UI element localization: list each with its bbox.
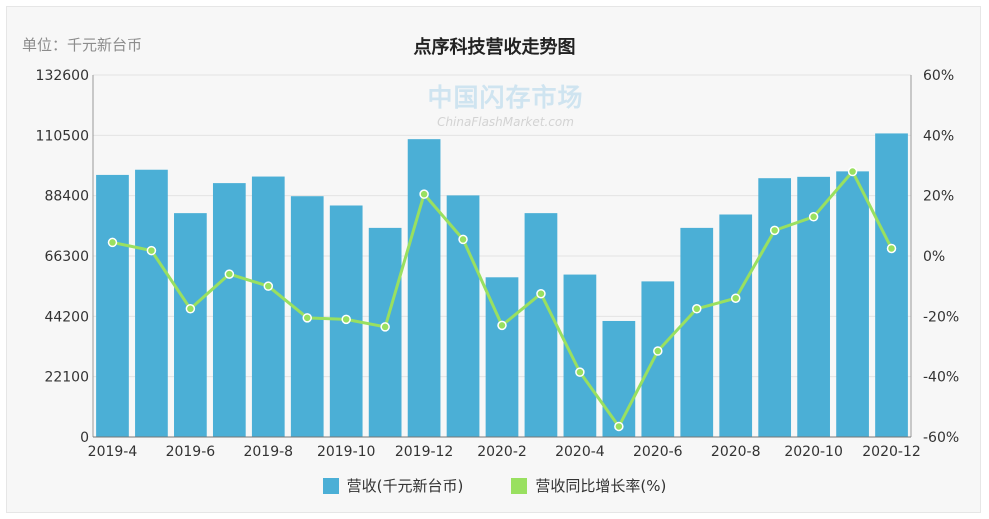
growth-point <box>341 314 351 325</box>
bar <box>875 133 908 438</box>
bar <box>836 171 869 437</box>
watermark-cn: 中国闪存市场 <box>427 83 584 112</box>
x-tick-label: 2020-8 <box>711 444 761 460</box>
growth-point <box>575 367 585 377</box>
legend: 营收(千元新台币) 营收同比增长率(%) <box>0 475 989 496</box>
x-tick-label: 2020-2 <box>477 444 527 460</box>
x-tick-label: 2019-6 <box>166 444 216 460</box>
growth-point <box>107 237 118 248</box>
bar <box>174 213 207 437</box>
bar <box>135 169 168 438</box>
y-right-tick-label: 40% <box>923 128 954 144</box>
x-tick-label: 2020-12 <box>862 444 921 460</box>
y-left-tick-label: 132600 <box>36 68 89 84</box>
y-right-tick-label: -60% <box>923 430 959 446</box>
bar <box>563 274 597 437</box>
x-tick-label: 2020-4 <box>555 444 605 460</box>
growth-point <box>692 304 702 314</box>
x-tick-label: 2020-6 <box>633 444 683 460</box>
legend-item-revenue[interactable]: 营收(千元新台币) <box>322 475 464 496</box>
growth-point <box>886 243 897 254</box>
bar <box>758 178 792 437</box>
y-right-tick-label: -20% <box>923 309 959 325</box>
x-tick-label: 2019-10 <box>317 444 376 460</box>
bar <box>407 139 441 438</box>
growth-point <box>146 245 157 256</box>
growth-point <box>302 313 312 323</box>
watermark-logo: 中国闪存市场 ChinaFlashMarket.com <box>413 78 598 129</box>
legend-label-growth: 营收同比增长率(%) <box>535 477 667 495</box>
y-left-tick-label: 66300 <box>44 249 89 265</box>
growth-point <box>497 320 507 331</box>
bar <box>446 195 480 437</box>
bar <box>212 183 246 437</box>
unit-label: 单位：千元新台币 <box>22 36 143 54</box>
chart-title: 点序科技营收走势图 <box>413 37 576 58</box>
y-left-tick-label: 0 <box>80 430 89 446</box>
legend-item-growth[interactable]: 营收同比增长率(%) <box>511 475 666 496</box>
bar <box>719 214 753 437</box>
x-tick-label: 2019-12 <box>395 444 454 460</box>
y-right-tick-label: 20% <box>923 189 954 205</box>
growth-point <box>730 293 741 303</box>
growth-point <box>419 189 429 199</box>
line-series <box>107 166 897 432</box>
bar <box>251 176 285 437</box>
x-tick-label: 2020-10 <box>784 444 843 460</box>
bar <box>680 227 714 437</box>
x-tick-label: 2019-4 <box>88 444 138 460</box>
bar <box>368 227 402 437</box>
growth-point <box>769 225 780 236</box>
growth-point <box>185 304 196 314</box>
growth-point <box>458 234 468 245</box>
growth-point <box>536 288 546 299</box>
legend-swatch-bar <box>322 477 339 494</box>
growth-point <box>808 212 819 222</box>
bar <box>641 281 675 437</box>
growth-point <box>380 322 390 332</box>
bar <box>602 320 636 437</box>
y-right-tick-label: -40% <box>923 370 959 386</box>
y-left-tick-label: 88400 <box>44 189 89 205</box>
watermark-en: ChinaFlashMarket.com <box>437 115 574 129</box>
axes: 0 22100 44200 66300 88400 110500 132600 60% 40% 2… <box>36 68 960 460</box>
growth-point <box>263 281 274 291</box>
growth-point <box>653 346 663 356</box>
growth-point <box>224 269 235 279</box>
y-left-tick-label: 44200 <box>44 309 89 325</box>
legend-swatch-line <box>511 477 528 494</box>
y-left-tick-label: 22100 <box>44 370 89 386</box>
legend-label-revenue: 营收(千元新台币) <box>346 477 464 495</box>
x-tick-label: 2019-8 <box>243 444 293 460</box>
y-right-tick-label: 60% <box>923 68 954 84</box>
bar <box>524 213 558 437</box>
y-right-tick-label: 0% <box>923 249 945 265</box>
growth-point <box>614 421 624 432</box>
growth-point <box>847 166 858 177</box>
bar <box>96 174 129 437</box>
y-left-tick-label: 110500 <box>36 128 89 144</box>
